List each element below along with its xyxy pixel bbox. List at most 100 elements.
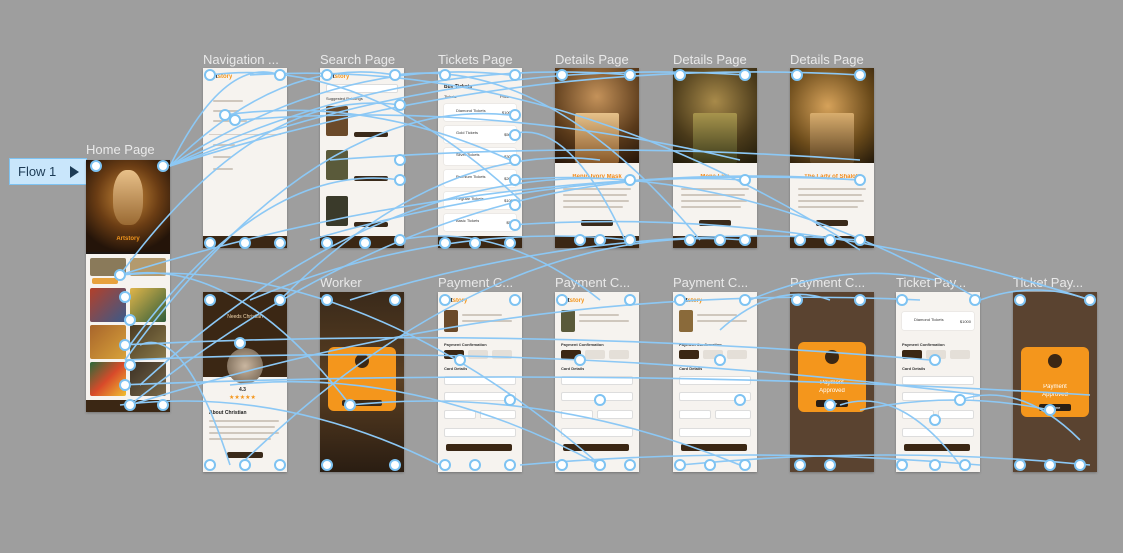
card-name-field[interactable] (561, 376, 633, 385)
connection-node (854, 69, 866, 81)
expiry-field[interactable] (444, 410, 476, 419)
payment-method-paypal[interactable] (703, 350, 723, 359)
view-button[interactable] (354, 132, 388, 137)
card-details-heading: Card Details (561, 366, 585, 371)
frame-payment-3[interactable]: Artstory Payment Confirmation Card Detai… (673, 292, 757, 472)
buy-ticket-button[interactable] (581, 220, 613, 226)
selected-ticket[interactable]: Diamond Tickets $1000 (902, 312, 974, 330)
ticket-row[interactable]: Premium Tickets $200 (444, 170, 516, 187)
total-field[interactable] (679, 428, 751, 437)
connection-node (1044, 404, 1056, 416)
expiry-field[interactable] (561, 410, 593, 419)
connection-node (90, 160, 102, 172)
payment-method-paypal[interactable] (468, 350, 488, 359)
connection-node (674, 69, 686, 81)
connection-wire (169, 71, 396, 167)
frame-label-ticket-pay-1[interactable]: Ticket Pay... (896, 275, 967, 290)
payment-method-other[interactable] (950, 350, 970, 359)
frame-label-details-1[interactable]: Details Page (555, 52, 629, 67)
card-name-field[interactable] (902, 376, 974, 385)
painting-card[interactable] (90, 362, 126, 396)
payment-method-other[interactable] (492, 350, 512, 359)
connection-node (359, 237, 371, 249)
connection-node (1044, 459, 1056, 471)
frame-label-ticket-pay-2[interactable]: Ticket Pay... (1013, 275, 1084, 290)
payment-method-paypal[interactable] (585, 350, 605, 359)
play-icon[interactable] (70, 165, 80, 178)
connection-node (509, 109, 521, 121)
frame-ticket-pay-2[interactable]: Payment Approved Home (1013, 292, 1097, 472)
frame-label-navigation[interactable]: Navigation ... (203, 52, 279, 67)
frame-label-search[interactable]: Search Page (320, 52, 396, 67)
detail-title: The Lady of Shalott (804, 174, 860, 180)
painting-card[interactable] (130, 288, 166, 322)
detail-text (563, 206, 623, 208)
connection-node (321, 459, 333, 471)
frame-label-details-3[interactable]: Details Page (790, 52, 864, 67)
frame-label-payment-3[interactable]: Payment C... (673, 275, 749, 290)
connection-node (624, 174, 636, 186)
connection-node (119, 339, 131, 351)
pay-button[interactable] (681, 444, 747, 451)
payment-method-card[interactable] (444, 350, 464, 359)
connection-node (624, 69, 636, 81)
connection-node (1084, 294, 1096, 306)
about-text (209, 420, 279, 422)
frame-label-payment-2[interactable]: Payment C... (555, 275, 631, 290)
card-number-field[interactable] (679, 392, 751, 401)
connection-node (929, 354, 941, 366)
frame-label-details-2[interactable]: Details Page (673, 52, 747, 67)
buy-ticket-button[interactable] (92, 278, 118, 284)
tickets-col-label: Tickets (444, 94, 457, 99)
nav-item[interactable] (213, 144, 235, 146)
about-text (209, 426, 275, 428)
connection-wire (349, 400, 741, 466)
nav-item[interactable] (213, 168, 233, 170)
connection-node (504, 394, 516, 406)
ticket-row[interactable]: Diamond Tickets $1000 (444, 104, 516, 121)
divider (209, 134, 281, 135)
connection-wire (119, 376, 1091, 396)
payment-method-other[interactable] (727, 350, 747, 359)
pay-button[interactable] (446, 444, 512, 451)
flow-start-badge[interactable]: Flow 1 (9, 158, 87, 185)
frame-label-tickets[interactable]: Tickets Page (438, 52, 513, 67)
frame-label-worker[interactable]: Worker (320, 275, 362, 290)
about-text (209, 438, 271, 440)
connection-wire (139, 341, 231, 466)
card-number-field[interactable] (444, 392, 516, 401)
cvv-field[interactable] (597, 410, 633, 419)
payment-method-card[interactable] (679, 350, 699, 359)
pay-button[interactable] (563, 444, 629, 451)
total-field[interactable] (444, 428, 516, 437)
ticket-row[interactable]: Gold Tickets $500 (444, 126, 516, 143)
check-icon (825, 350, 839, 364)
connection-node (274, 459, 286, 471)
buy-ticket-button[interactable] (816, 220, 848, 226)
payment-method-other[interactable] (609, 350, 629, 359)
frame-label-payment-4[interactable]: Payment C... (790, 275, 866, 290)
payment-method-card[interactable] (561, 350, 581, 359)
nav-item[interactable] (213, 100, 243, 102)
total-field[interactable] (902, 428, 974, 437)
connection-node (321, 237, 333, 249)
cvv-field[interactable] (715, 410, 751, 419)
frame-label-home[interactable]: Home Page (86, 142, 155, 157)
connection-node (794, 234, 806, 246)
connection-node (394, 174, 406, 186)
modal-button[interactable] (342, 400, 382, 406)
connection-node (739, 69, 751, 81)
connection-node (219, 109, 231, 121)
card-details-heading: Card Details (444, 366, 468, 371)
cvv-field[interactable] (938, 410, 974, 419)
frame-ticket-pay-1[interactable]: Diamond Tickets $1000 Payment Confirmatio… (896, 292, 980, 472)
painting-card[interactable] (90, 288, 126, 322)
expiry-field[interactable] (679, 410, 711, 419)
payment-method-card[interactable] (902, 350, 922, 359)
rating-value: 4.3 (239, 387, 246, 393)
contact-button[interactable] (227, 452, 263, 458)
nav-item[interactable] (213, 156, 231, 158)
frame-details-2[interactable]: Mona Lisa (673, 68, 757, 248)
pay-button[interactable] (904, 444, 970, 451)
buy-ticket-button[interactable] (699, 220, 731, 226)
